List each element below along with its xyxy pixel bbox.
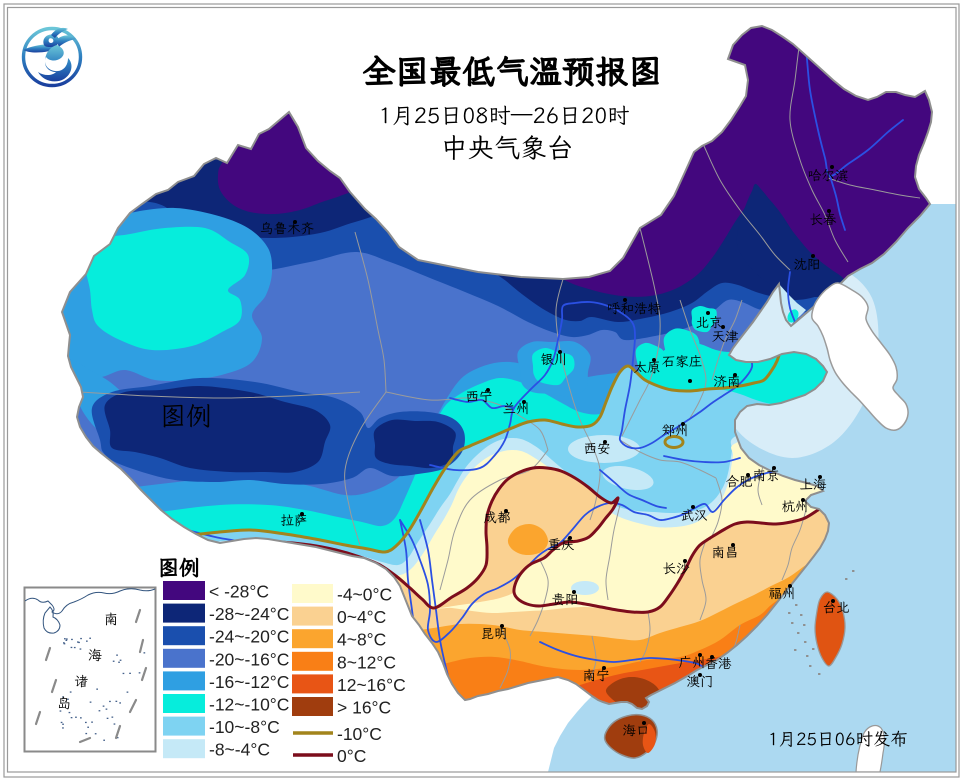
svg-text:< -28°C: < -28°C (209, 582, 269, 602)
svg-text:-10°C: -10°C (337, 724, 382, 744)
svg-text:4~8°C: 4~8°C (337, 630, 386, 650)
svg-text:-24~-20°C: -24~-20°C (209, 627, 289, 647)
svg-text:-8~-4°C: -8~-4°C (209, 740, 270, 760)
svg-text:-12~-10°C: -12~-10°C (209, 695, 289, 715)
svg-text:-20~-16°C: -20~-16°C (209, 649, 289, 669)
svg-text:8~12°C: 8~12°C (337, 652, 396, 672)
svg-text:0°C: 0°C (337, 746, 366, 766)
svg-text:-28~-24°C: -28~-24°C (209, 604, 289, 624)
svg-text:-4~0°C: -4~0°C (337, 585, 392, 605)
svg-text:-16~-12°C: -16~-12°C (209, 672, 289, 692)
svg-text:0~4°C: 0~4°C (337, 607, 386, 627)
svg-text:12~16°C: 12~16°C (337, 675, 406, 695)
svg-text:> 16°C: > 16°C (337, 698, 391, 718)
svg-text:-10~-8°C: -10~-8°C (209, 717, 280, 737)
